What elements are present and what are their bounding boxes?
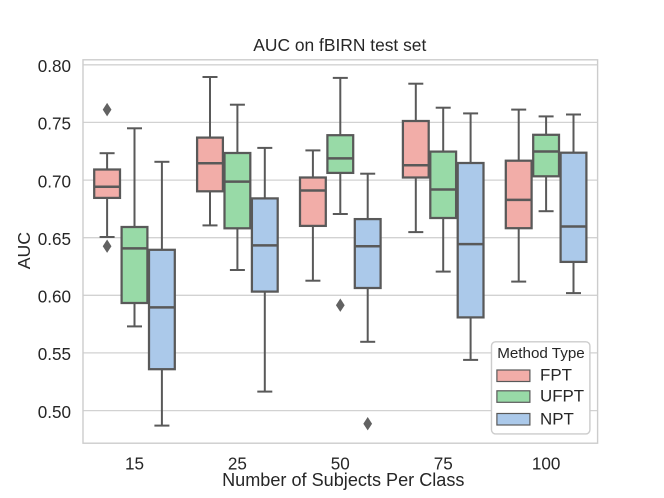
svg-text:AUC on fBIRN test set: AUC on fBIRN test set xyxy=(253,35,426,55)
svg-text:NPT: NPT xyxy=(540,409,574,428)
svg-text:UFPT: UFPT xyxy=(540,387,584,406)
svg-text:25: 25 xyxy=(228,455,247,474)
svg-text:50: 50 xyxy=(331,455,350,474)
svg-text:0.65: 0.65 xyxy=(38,230,71,249)
svg-text:0.50: 0.50 xyxy=(38,403,71,422)
svg-text:0.80: 0.80 xyxy=(38,57,71,76)
svg-text:0.70: 0.70 xyxy=(38,172,71,191)
svg-text:100: 100 xyxy=(532,455,561,474)
svg-text:Method Type: Method Type xyxy=(497,345,585,362)
svg-text:75: 75 xyxy=(434,455,453,474)
svg-text:15: 15 xyxy=(125,455,144,474)
svg-text:0.55: 0.55 xyxy=(38,345,71,364)
svg-text:Number of Subjects Per Class: Number of Subjects Per Class xyxy=(222,470,464,490)
svg-text:0.60: 0.60 xyxy=(38,288,71,307)
svg-text:AUC: AUC xyxy=(14,232,34,270)
svg-text:FPT: FPT xyxy=(540,366,572,385)
svg-text:0.75: 0.75 xyxy=(38,115,71,134)
